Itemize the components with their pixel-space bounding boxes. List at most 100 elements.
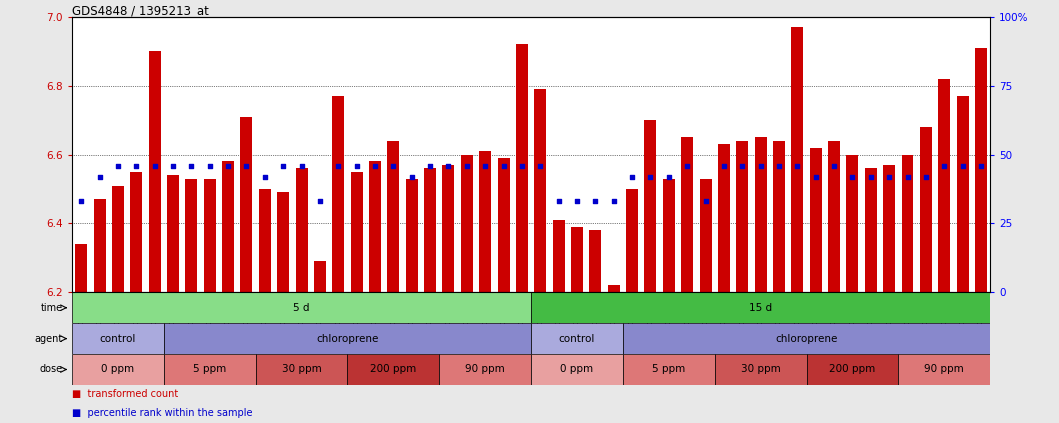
Bar [295,168,307,292]
Text: 5 ppm: 5 ppm [193,365,227,374]
Text: control: control [559,334,595,343]
Point [862,173,879,180]
Point [274,162,291,169]
Bar [532,292,990,323]
Bar [828,141,840,292]
Point [624,173,641,180]
Bar [901,155,914,292]
Text: 90 ppm: 90 ppm [925,365,964,374]
Point [752,162,769,169]
Bar [75,244,87,292]
Bar [718,144,730,292]
Bar [846,155,859,292]
Point [734,162,751,169]
Bar [681,137,694,292]
Text: 90 ppm: 90 ppm [465,365,505,374]
Bar [532,354,623,385]
Bar [736,141,749,292]
Bar [938,79,950,292]
Text: 0 ppm: 0 ppm [102,365,134,374]
Bar [623,323,990,354]
Bar [571,227,582,292]
Point [844,173,861,180]
Bar [130,172,142,292]
Bar [167,175,179,292]
Bar [439,354,532,385]
Bar [498,158,509,292]
Point [219,162,236,169]
Bar [277,192,289,292]
Bar [898,354,990,385]
Bar [700,179,712,292]
Bar [956,96,969,292]
Point [146,162,163,169]
Point [128,162,145,169]
Bar [865,168,877,292]
Bar [791,27,804,292]
Bar [532,323,623,354]
Point [881,173,898,180]
Bar [112,186,124,292]
Bar [480,151,491,292]
Point [716,162,733,169]
Bar [755,137,767,292]
Text: 30 ppm: 30 ppm [282,365,322,374]
Bar [255,354,347,385]
Bar [72,292,532,323]
Bar [883,165,895,292]
Point [679,162,696,169]
Text: 200 ppm: 200 ppm [829,365,876,374]
Point [91,173,108,180]
Bar [807,354,898,385]
Point [697,198,714,205]
Bar [313,261,326,292]
Bar [920,127,932,292]
Bar [975,48,987,292]
Point [642,173,659,180]
Text: ■  transformed count: ■ transformed count [72,389,178,399]
Bar [443,165,454,292]
Point [532,162,549,169]
Point [936,162,953,169]
Point [569,198,586,205]
Text: time: time [40,303,62,313]
Point [789,162,806,169]
Point [366,162,383,169]
Point [348,162,365,169]
Point [256,173,273,180]
Text: 200 ppm: 200 ppm [371,365,416,374]
Text: 5 ppm: 5 ppm [652,365,685,374]
Point [293,162,310,169]
Bar [663,179,675,292]
Bar [810,148,822,292]
Text: chloroprene: chloroprene [317,334,379,343]
Bar [222,162,234,292]
Bar [164,354,255,385]
Bar [590,231,602,292]
Bar [258,189,271,292]
Point [606,198,623,205]
Bar [72,354,164,385]
Bar [351,172,362,292]
Bar [553,220,564,292]
Text: 15 d: 15 d [749,303,772,313]
Bar [645,120,657,292]
Bar [148,51,161,292]
Point [551,198,568,205]
Text: chloroprene: chloroprene [775,334,838,343]
Bar [333,96,344,292]
Point [587,198,604,205]
Point [459,162,475,169]
Point [421,162,438,169]
Point [477,162,493,169]
Bar [461,155,472,292]
Point [899,173,916,180]
Bar [608,286,620,292]
Bar [388,141,399,292]
Point [826,162,843,169]
Point [917,173,934,180]
Point [201,162,218,169]
Bar [203,179,216,292]
Text: ■  percentile rank within the sample: ■ percentile rank within the sample [72,408,252,418]
Point [807,173,824,180]
